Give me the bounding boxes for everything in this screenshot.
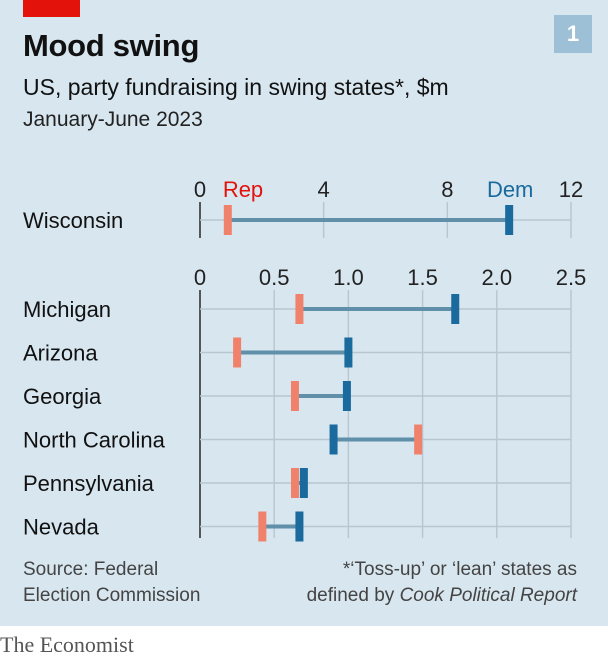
x-tick-label: 12 (559, 177, 583, 202)
category-label: Arizona (23, 341, 98, 366)
category-label: North Carolina (23, 428, 166, 453)
category-label: Nevada (23, 515, 100, 540)
footnote: *‘Toss-up’ or ‘lean’ states as defined b… (307, 557, 577, 609)
dem-marker (344, 337, 353, 368)
chart-subtitle: US, party fundraising in swing states*, … (23, 74, 449, 100)
x-tick-label: 2.0 (482, 265, 513, 290)
rep-marker (414, 424, 423, 455)
category-label: Wisconsin (23, 208, 123, 233)
rep-marker (258, 511, 267, 542)
footnote-italic: Cook Political Report (399, 585, 577, 606)
red-tag (23, 0, 80, 17)
rep-marker (290, 381, 299, 411)
dumbbell-chart: 0 4 8 12 Rep Dem Wisconsin 0 0.5 1.0 1.5 2.0 2.5 Mich… (23, 177, 587, 542)
publisher-logo: The Economist (0, 632, 134, 657)
x-tick-label: 4 (318, 177, 330, 202)
source-line-2: Election Commission (23, 585, 201, 606)
category-label: Pennsylvania (23, 471, 155, 496)
dem-marker (451, 294, 460, 324)
source-line-1: Source: Federal (23, 559, 159, 580)
source-note: Source: Federal Election Commission (23, 557, 200, 609)
x-tick-label: 1.0 (333, 265, 364, 290)
x-tick-label: 0.5 (259, 265, 290, 290)
dem-marker (295, 511, 304, 542)
rep-marker (233, 337, 242, 368)
footnote-line-2: defined by Cook Political Report (307, 583, 577, 609)
dem-marker (505, 205, 514, 235)
dem-marker (342, 381, 351, 411)
category-label: Michigan (23, 297, 111, 322)
x-tick-label: 1.5 (407, 265, 438, 290)
dem-marker (329, 424, 338, 455)
x-tick-label: 0 (194, 177, 206, 202)
footnote-prefix: defined by (306, 585, 400, 606)
dem-marker (299, 468, 308, 498)
category-label: Georgia (23, 384, 102, 409)
legend-rep-label: Rep (223, 177, 263, 202)
rep-marker (295, 294, 304, 324)
legend-dem-label: Dem (487, 177, 533, 202)
x-tick-label: 2.5 (556, 265, 587, 290)
chart-panel: Mood swing US, party fundraising in swin… (0, 0, 608, 626)
x-tick-label: 0 (194, 265, 206, 290)
footnote-line-1: *‘Toss-up’ or ‘lean’ states as (342, 559, 577, 580)
x-tick-label: 8 (441, 177, 453, 202)
chart-number-badge: 1 (554, 15, 592, 53)
rep-marker (290, 468, 299, 498)
chart-period: January-June 2023 (23, 108, 203, 131)
rep-marker (223, 205, 232, 235)
chart-title: Mood swing (23, 28, 200, 63)
